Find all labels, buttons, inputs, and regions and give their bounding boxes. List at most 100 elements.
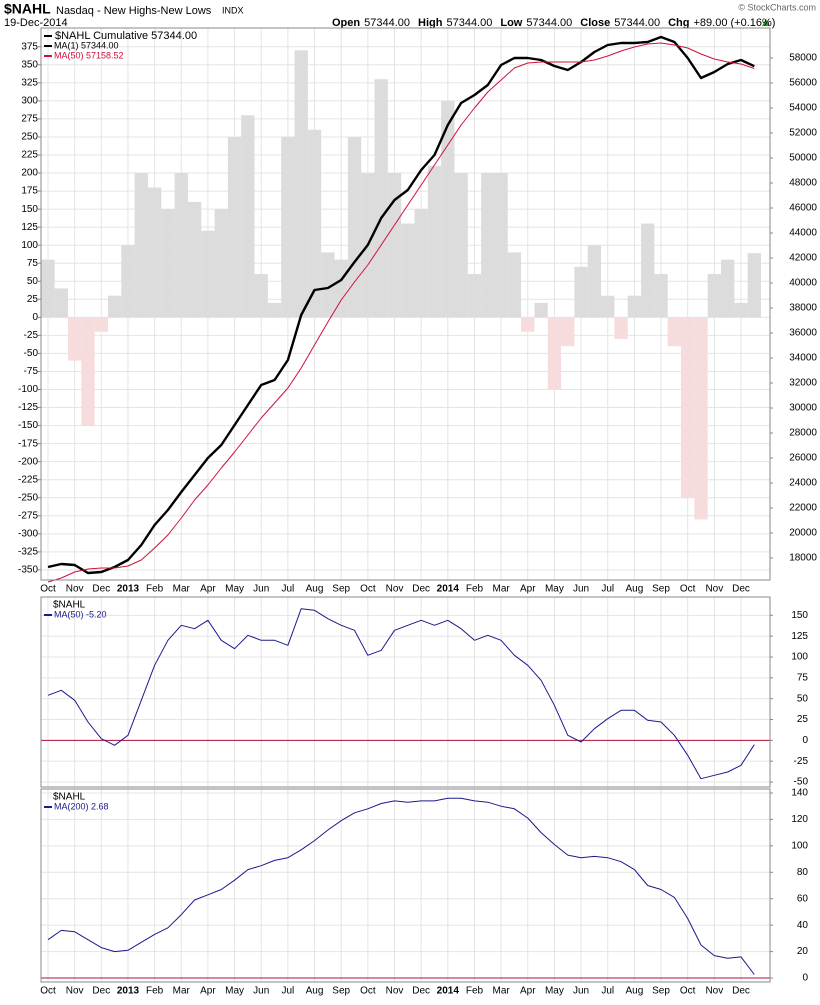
series-line — [47, 608, 755, 780]
y-tick-label: 40 — [797, 920, 809, 931]
x-tick-label: Oct — [360, 584, 376, 595]
histogram-bar — [654, 274, 668, 318]
histogram-bar — [81, 317, 95, 426]
x-tick-label: Oct — [360, 986, 376, 997]
y-tick-label: 50 — [797, 693, 809, 704]
histogram-bar — [54, 288, 68, 318]
histogram-bar — [374, 79, 388, 318]
x-tick-label: Sep — [652, 584, 670, 595]
y-tick-label: 125 — [791, 631, 808, 642]
x-tick-label: Jul — [601, 986, 614, 997]
y-tick-label: 60 — [797, 893, 809, 904]
x-tick-label: Nov — [66, 584, 84, 595]
x-tick-label: Mar — [173, 584, 191, 595]
y2-tick-label: 24000 — [789, 478, 817, 489]
y2-tick-label: 56000 — [789, 78, 817, 89]
date: 19-Dec-2014 — [4, 17, 68, 29]
y-tick-label: 120 — [791, 814, 808, 825]
histogram-bar — [67, 317, 82, 361]
y-tick-label: 140 — [791, 788, 808, 799]
histogram-bar — [467, 274, 482, 318]
symbol: $NAHL — [4, 1, 51, 17]
x-tick-label: Jun — [253, 584, 269, 595]
histogram-bar — [107, 295, 122, 318]
y-tick-label: -50 — [24, 348, 39, 359]
y-tick-label: -25 — [794, 756, 809, 767]
x-tick-label: Nov — [386, 986, 404, 997]
histogram-bar — [241, 115, 255, 318]
x-tick-label: Dec — [732, 584, 750, 595]
x-tick-label: Aug — [625, 986, 643, 997]
histogram-bar — [561, 317, 575, 347]
y-tick-label: 300 — [21, 96, 38, 107]
y2-tick-label: 28000 — [789, 428, 817, 439]
x-tick-label: May — [545, 584, 564, 595]
panel-frame — [40, 788, 771, 983]
y-tick-label: 175 — [21, 186, 38, 197]
x-tick-label: Sep — [652, 986, 670, 997]
y-tick-label: 75 — [797, 672, 809, 683]
histogram-bar — [321, 252, 335, 318]
x-tick-label: Nov — [705, 584, 723, 595]
legend-label: MA(200) 2.68 — [54, 801, 109, 811]
y2-tick-label: 34000 — [789, 353, 817, 364]
x-tick-label: Dec — [412, 986, 430, 997]
histogram-bar — [307, 129, 322, 318]
histogram-bar — [134, 173, 148, 318]
x-tick-label: Oct — [40, 986, 56, 997]
x-tick-label: Aug — [306, 986, 324, 997]
histogram-bar — [121, 245, 135, 318]
y-tick-label: -175 — [18, 438, 38, 449]
x-tick-label: Mar — [492, 986, 510, 997]
legend-title: $NAHL — [53, 600, 86, 611]
x-tick-label: Oct — [40, 584, 56, 595]
x-tick-label: Nov — [386, 584, 404, 595]
y2-tick-label: 26000 — [789, 453, 817, 464]
histogram-bar — [187, 201, 202, 318]
x-tick-label: Jul — [601, 584, 614, 595]
index-name: Nasdaq - New Highs-New Lows — [56, 5, 212, 17]
histogram-bar — [267, 302, 282, 318]
x-tick-label: Dec — [92, 584, 110, 595]
histogram-bar — [481, 173, 495, 318]
histogram-bar — [507, 252, 522, 318]
y2-tick-label: 18000 — [789, 553, 817, 564]
quote-value: +89.00 (+0.16%) — [694, 17, 776, 29]
y2-tick-label: 38000 — [789, 303, 817, 314]
x-tick-label: Jun — [253, 986, 269, 997]
histogram-bar — [547, 317, 562, 390]
histogram-bar — [414, 209, 428, 318]
quote-label: Low — [500, 17, 522, 29]
y-tick-label: 350 — [21, 59, 38, 70]
legend-label: MA(1) 57344.00 — [54, 40, 119, 50]
y-tick-label: 375 — [21, 41, 38, 52]
y-tick-label: 250 — [21, 132, 38, 143]
y2-tick-label: 46000 — [789, 203, 817, 214]
y-tick-label: 75 — [27, 258, 39, 269]
y-tick-label: 125 — [21, 222, 38, 233]
histogram-bar — [294, 50, 308, 318]
histogram-bar — [441, 100, 455, 318]
legend-title: $NAHL — [53, 792, 86, 803]
histogram-bar — [387, 173, 402, 318]
histogram-bar — [707, 274, 722, 318]
credit: © StockCharts.com — [738, 2, 816, 12]
y2-tick-label: 52000 — [789, 128, 817, 139]
x-tick-label: Oct — [680, 584, 696, 595]
y-tick-label: -100 — [18, 384, 38, 395]
x-tick-label: Apr — [200, 584, 216, 595]
histogram-bar — [574, 266, 588, 318]
histogram-bar — [201, 230, 215, 318]
y-tick-label: 25 — [27, 294, 39, 305]
y-tick-label: -50 — [794, 777, 809, 788]
y-tick-label: 25 — [797, 714, 809, 725]
histogram-bar — [627, 295, 642, 318]
x-tick-label: Jul — [281, 584, 294, 595]
up-icon — [762, 19, 770, 26]
y-tick-label: 225 — [21, 150, 38, 161]
histogram-bar — [641, 223, 655, 318]
y-tick-label: -25 — [24, 330, 39, 341]
quote-value: 57344.00 — [526, 17, 572, 29]
histogram-bar — [601, 295, 615, 318]
